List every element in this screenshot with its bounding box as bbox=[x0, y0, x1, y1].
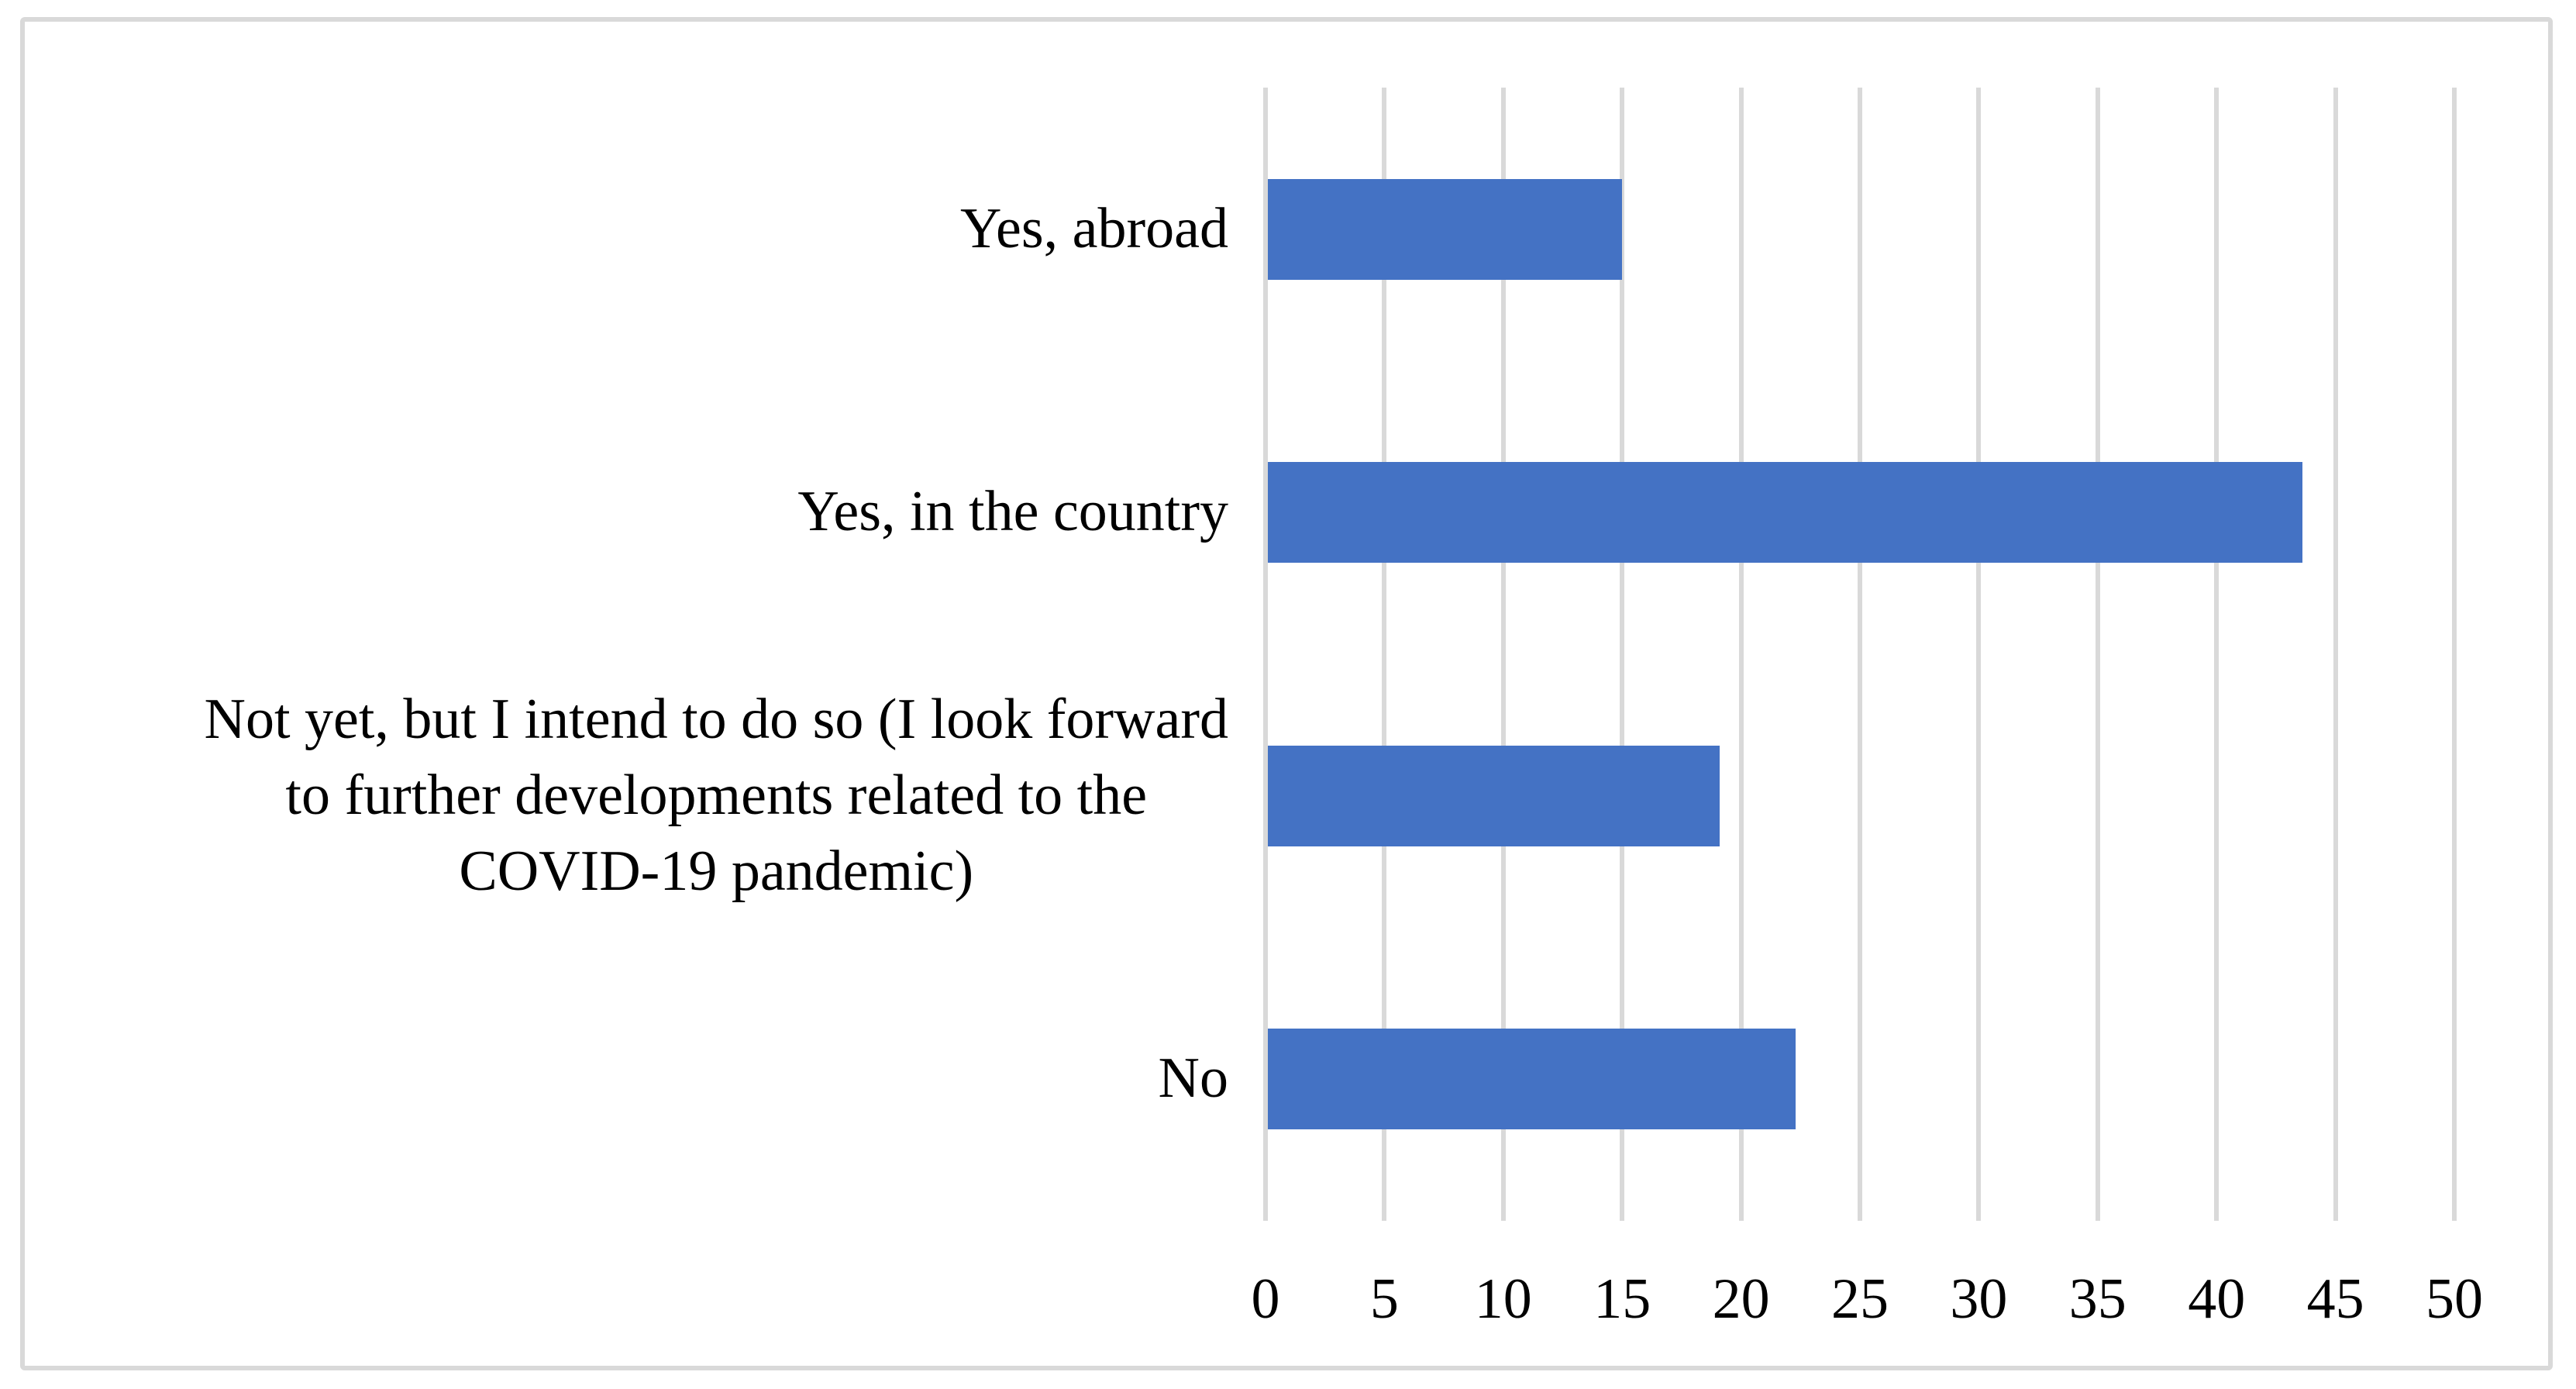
gridline bbox=[2214, 88, 2220, 1221]
category-label: Not yet, but I intend to do so (I look f… bbox=[46, 654, 1229, 938]
x-axis-tick-label: 15 bbox=[1593, 1267, 1651, 1331]
x-axis-tick-label: 50 bbox=[2426, 1267, 2483, 1331]
category-bar bbox=[1268, 1029, 1796, 1130]
gridline bbox=[2333, 88, 2338, 1221]
category-label-line: No bbox=[1158, 1046, 1228, 1111]
category-label-line: Not yet, but I intend to do so (I look f… bbox=[204, 688, 1229, 752]
category-label: No bbox=[46, 938, 1228, 1222]
gridline bbox=[1858, 88, 1862, 1221]
x-axis-tick-label: 45 bbox=[2306, 1267, 2364, 1331]
x-axis-tick-label: 25 bbox=[1831, 1267, 1889, 1331]
gridline bbox=[1382, 88, 1387, 1221]
x-axis-tick-label: 40 bbox=[2188, 1267, 2246, 1331]
x-axis-tick-label: 30 bbox=[1950, 1267, 2008, 1331]
category-label-line: to further developments related to the bbox=[285, 763, 1148, 827]
category-label-line: Yes, in the country bbox=[797, 480, 1228, 544]
x-axis-tick-label: 35 bbox=[2068, 1267, 2127, 1331]
x-axis-tick-label: 10 bbox=[1474, 1267, 1532, 1331]
gridline bbox=[2095, 88, 2100, 1221]
category-bar bbox=[1268, 745, 1720, 846]
x-axis-tick-label: 5 bbox=[1369, 1267, 1399, 1331]
gridline bbox=[1263, 88, 1268, 1221]
category-label: Yes, in the country bbox=[46, 371, 1228, 655]
category-bar bbox=[1268, 462, 2302, 564]
x-axis-tick-label: 20 bbox=[1712, 1267, 1770, 1331]
category-label-line: COVID-19 pandemic) bbox=[459, 839, 974, 903]
category-label: Yes, abroad bbox=[46, 88, 1228, 371]
x-axis-tick-label: 0 bbox=[1251, 1267, 1280, 1331]
gridline bbox=[1500, 88, 1506, 1221]
gridline bbox=[2452, 88, 2457, 1221]
gridline bbox=[1976, 88, 1982, 1221]
category-bar bbox=[1268, 178, 1623, 280]
gridline bbox=[1738, 88, 1744, 1221]
category-label-line: Yes, abroad bbox=[959, 196, 1228, 260]
gridline bbox=[1620, 88, 1625, 1221]
